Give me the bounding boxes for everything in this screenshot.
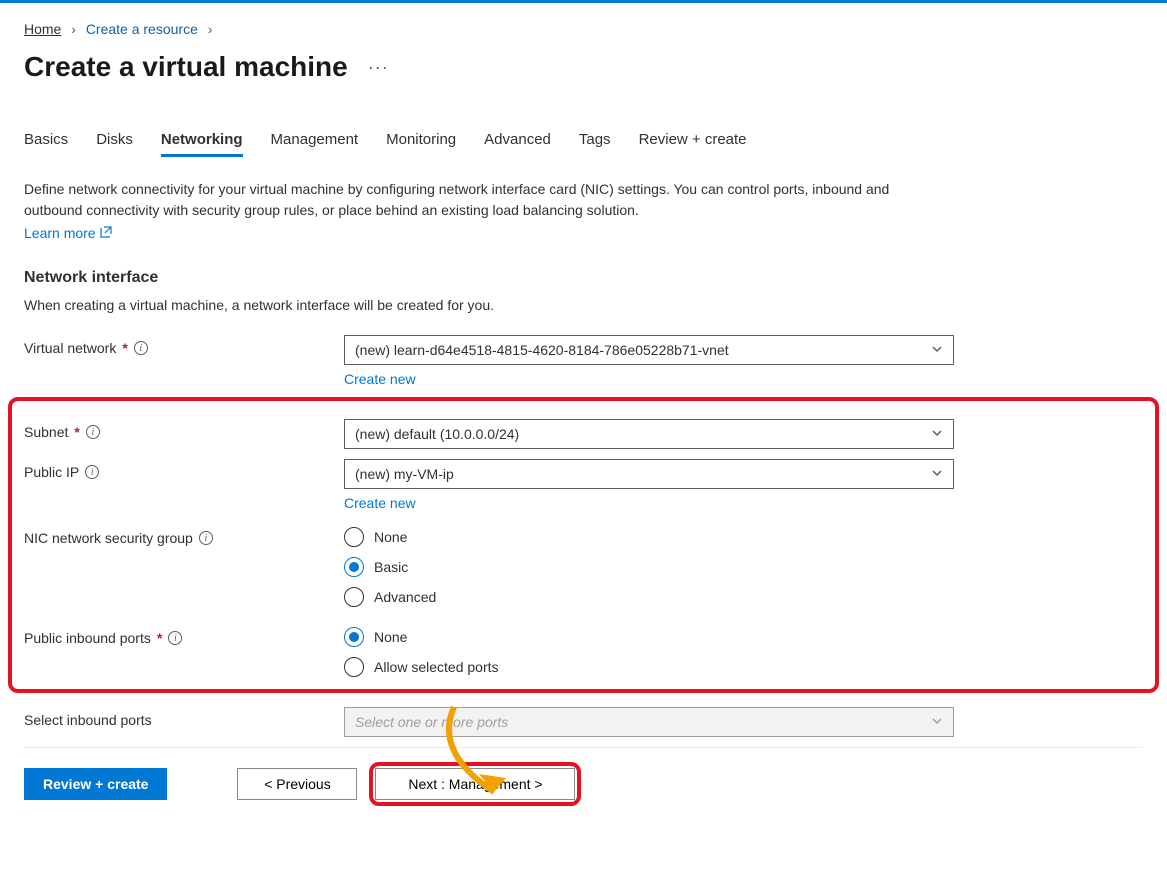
radio-label: Basic — [374, 559, 408, 575]
required-icon: * — [122, 340, 127, 356]
link-create-new-vnet[interactable]: Create new — [344, 371, 416, 387]
select-value: (new) default (10.0.0.0/24) — [355, 426, 519, 442]
tab-disks[interactable]: Disks — [96, 131, 133, 157]
info-icon[interactable]: i — [134, 341, 148, 355]
radio-nsg-none[interactable]: None — [344, 527, 954, 547]
required-icon: * — [157, 630, 162, 646]
select-public-ip[interactable]: (new) my-VM-ip — [344, 459, 954, 489]
annotation-highlight-next: Next : Management > — [369, 762, 581, 806]
radio-group-inbound-ports: None Allow selected ports — [344, 625, 954, 677]
tab-review[interactable]: Review + create — [639, 131, 747, 157]
select-placeholder: Select one or more ports — [355, 714, 508, 730]
info-icon[interactable]: i — [168, 631, 182, 645]
tab-advanced[interactable]: Advanced — [484, 131, 551, 157]
chevron-right-icon: › — [208, 21, 213, 37]
select-inbound-ports: Select one or more ports — [344, 707, 954, 737]
radio-label: Allow selected ports — [374, 659, 499, 675]
radio-label: None — [374, 529, 407, 545]
select-value: (new) my-VM-ip — [355, 466, 454, 482]
tab-bar: Basics Disks Networking Management Monit… — [24, 131, 1143, 157]
link-create-new-public-ip[interactable]: Create new — [344, 495, 416, 511]
section-title-network-interface: Network interface — [24, 269, 1143, 287]
tab-monitoring[interactable]: Monitoring — [386, 131, 456, 157]
breadcrumb: Home › Create a resource › — [24, 21, 1143, 37]
info-icon[interactable]: i — [86, 425, 100, 439]
chevron-down-icon — [931, 714, 943, 730]
previous-button[interactable]: < Previous — [237, 768, 357, 800]
label-public-ip: Public IP — [24, 464, 79, 480]
chevron-right-icon: › — [71, 21, 76, 37]
label-select-inbound-ports: Select inbound ports — [24, 712, 152, 728]
info-icon[interactable]: i — [199, 531, 213, 545]
review-create-button[interactable]: Review + create — [24, 768, 167, 800]
section-subtitle: When creating a virtual machine, a netwo… — [24, 297, 1143, 313]
radio-label: None — [374, 629, 407, 645]
chevron-down-icon — [931, 466, 943, 482]
tab-tags[interactable]: Tags — [579, 131, 611, 157]
radio-nsg-basic[interactable]: Basic — [344, 557, 954, 577]
learn-more-label: Learn more — [24, 225, 96, 241]
breadcrumb-create-resource[interactable]: Create a resource — [86, 21, 198, 37]
label-subnet: Subnet — [24, 424, 68, 440]
radio-icon — [344, 627, 364, 647]
radio-nsg-advanced[interactable]: Advanced — [344, 587, 954, 607]
tab-basics[interactable]: Basics — [24, 131, 68, 157]
radio-group-nsg: None Basic Advanced — [344, 525, 954, 607]
select-value: (new) learn-d64e4518-4815-4620-8184-786e… — [355, 342, 729, 358]
label-public-inbound-ports: Public inbound ports — [24, 630, 151, 646]
radio-inbound-allow[interactable]: Allow selected ports — [344, 657, 954, 677]
select-virtual-network[interactable]: (new) learn-d64e4518-4815-4620-8184-786e… — [344, 335, 954, 365]
radio-inbound-none[interactable]: None — [344, 627, 954, 647]
tab-management[interactable]: Management — [271, 131, 359, 157]
page-title: Create a virtual machine — [24, 51, 348, 83]
label-nsg: NIC network security group — [24, 530, 193, 546]
radio-icon — [344, 527, 364, 547]
required-icon: * — [74, 424, 79, 440]
radio-icon — [344, 557, 364, 577]
select-subnet[interactable]: (new) default (10.0.0.0/24) — [344, 419, 954, 449]
tab-description: Define network connectivity for your vir… — [24, 179, 944, 221]
info-icon[interactable]: i — [85, 465, 99, 479]
tab-networking[interactable]: Networking — [161, 131, 243, 157]
chevron-down-icon — [931, 426, 943, 442]
learn-more-link[interactable]: Learn more — [24, 225, 112, 241]
label-virtual-network: Virtual network — [24, 340, 116, 356]
radio-label: Advanced — [374, 589, 436, 605]
annotation-highlight-box: Subnet * i (new) default (10.0.0.0/24) P… — [8, 397, 1159, 693]
radio-icon — [344, 587, 364, 607]
radio-icon — [344, 657, 364, 677]
chevron-down-icon — [931, 342, 943, 358]
external-link-icon — [100, 225, 112, 241]
breadcrumb-home[interactable]: Home — [24, 21, 61, 37]
wizard-footer: Review + create < Previous Next : Manage… — [24, 747, 1143, 820]
next-button[interactable]: Next : Management > — [375, 768, 575, 800]
more-icon[interactable]: ··· — [368, 57, 389, 78]
